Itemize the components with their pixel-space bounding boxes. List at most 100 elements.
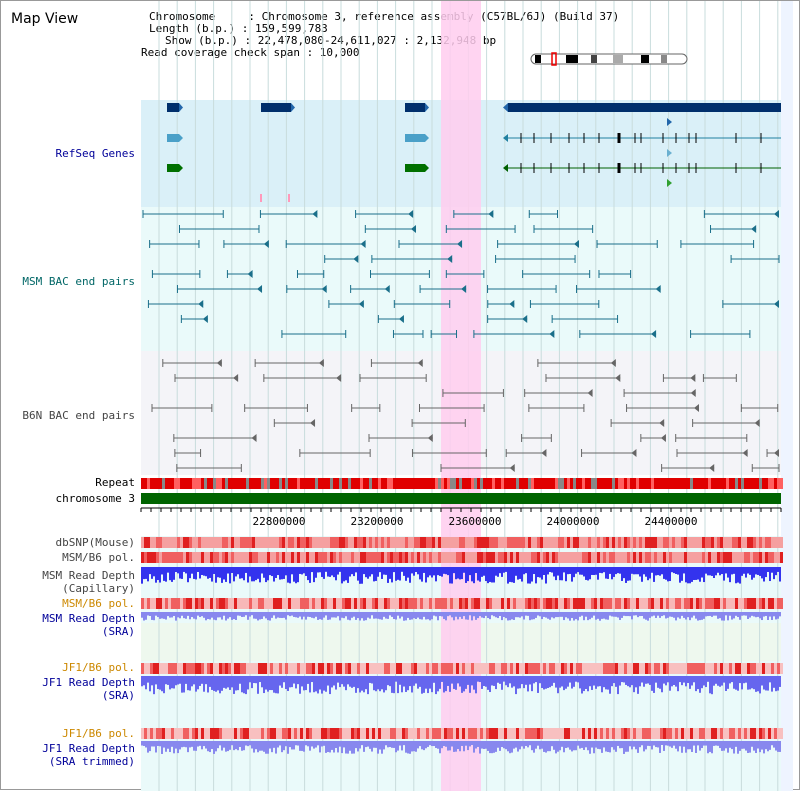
b6n-bac-pair[interactable] [418, 404, 485, 412]
msm-bac-pair[interactable] [445, 270, 485, 278]
b6n-bac-pair[interactable] [442, 389, 504, 397]
b6n-bac-pair[interactable] [162, 359, 222, 367]
msm-bac-pair[interactable] [377, 315, 404, 323]
msm-bac-pair[interactable] [522, 270, 591, 278]
msm-bac-end-pairs[interactable] [142, 210, 780, 338]
b6n-bac-pair[interactable] [662, 374, 696, 382]
b6n-bac-pair[interactable] [368, 434, 433, 442]
b6n-bac-pair[interactable] [740, 404, 779, 412]
msm-bac-pair[interactable] [328, 300, 364, 308]
b6n-bac-pair[interactable] [545, 374, 621, 382]
msm-bac-pair[interactable] [398, 240, 463, 248]
b6n-bac-pair[interactable] [174, 449, 202, 457]
msm-bac-pair[interactable] [371, 255, 453, 263]
b6n-bac-pair[interactable] [623, 389, 696, 397]
b6n-bac-pair[interactable] [299, 449, 371, 457]
msm-bac-pair[interactable] [350, 285, 390, 293]
b6n-bac-pair[interactable] [254, 359, 324, 367]
b6n-bac-pair[interactable] [521, 434, 552, 442]
b6n-bac-pair[interactable] [640, 434, 666, 442]
msm-bac-pair[interactable] [576, 285, 661, 293]
highlight-region[interactable] [441, 1, 481, 791]
msm-bac-pair[interactable] [393, 300, 451, 308]
refseq-genes[interactable] [167, 103, 781, 202]
msm-bac-pair[interactable] [285, 240, 366, 248]
msm-bac-pair[interactable] [473, 330, 555, 338]
msm-bac-pair[interactable] [286, 285, 327, 293]
msm-bac-pair[interactable] [226, 270, 253, 278]
msm-bac-pair[interactable] [369, 270, 430, 278]
msm-bac-pair[interactable] [453, 210, 494, 218]
msm-bac-pair[interactable] [296, 270, 325, 278]
msm-bac-pair[interactable] [690, 330, 751, 338]
label-refseq[interactable]: RefSeq Genes [56, 147, 135, 160]
msm-bac-pair[interactable] [419, 285, 467, 293]
msm-bac-pair[interactable] [445, 225, 516, 233]
b6n-bac-pair[interactable] [610, 419, 665, 427]
b6n-bac-pair[interactable] [273, 419, 316, 427]
msm-bac-pair[interactable] [324, 255, 359, 263]
label-b6n-bac[interactable]: B6N BAC end pairs [22, 409, 135, 422]
b6n-bac-pair[interactable] [528, 404, 585, 412]
b6n-bac-pair[interactable] [692, 419, 760, 427]
b6n-bac-pair[interactable] [359, 374, 427, 382]
msm-bac-pair[interactable] [149, 240, 200, 248]
b6n-bac-pair[interactable] [370, 359, 423, 367]
msm-bac-pair[interactable] [497, 240, 579, 248]
msm-bac-pair[interactable] [487, 285, 557, 293]
msm-bac-pair[interactable] [487, 315, 528, 323]
msm-bac-pair[interactable] [730, 255, 780, 263]
msm-bac-pair[interactable] [151, 270, 201, 278]
msm-bac-pair[interactable] [529, 300, 600, 308]
b6n-bac-pair[interactable] [411, 419, 466, 427]
msm-bac-pair[interactable] [180, 315, 208, 323]
b6n-bac-pair[interactable] [676, 449, 748, 457]
msm-bac-pair[interactable] [259, 210, 318, 218]
msm-bac-pair[interactable] [533, 225, 594, 233]
b6n-bac-pair[interactable] [702, 374, 737, 382]
b6n-bac-pair[interactable] [675, 434, 748, 442]
msm-bac-pair[interactable] [596, 240, 658, 248]
b6n-bac-pair[interactable] [661, 464, 715, 472]
msm-bac-pair[interactable] [355, 210, 414, 218]
chromosome-ideogram[interactable] [530, 52, 688, 66]
label-msm-bac[interactable]: MSM BAC end pairs [22, 275, 135, 288]
msm-bac-pair[interactable] [147, 300, 204, 308]
b6n-bac-pair[interactable] [524, 389, 593, 397]
b6n-bac-pair[interactable] [411, 449, 487, 457]
b6n-bac-pair[interactable] [505, 449, 547, 457]
b6n-bac-pair[interactable] [176, 464, 242, 472]
b6n-bac-pair[interactable] [440, 464, 515, 472]
msm-bac-pair[interactable] [680, 240, 755, 248]
b6n-bac-pair[interactable] [626, 404, 699, 412]
b6n-bac-pair[interactable] [151, 404, 213, 412]
msm-bac-pair[interactable] [722, 300, 779, 308]
msm-bac-pair[interactable] [528, 210, 559, 218]
msm-bac-pair[interactable] [176, 285, 263, 293]
msm-bac-pair[interactable] [392, 330, 424, 338]
b6n-bac-pair[interactable] [263, 374, 342, 382]
msm-bac-pair[interactable] [598, 270, 632, 278]
msm-bac-pair[interactable] [703, 210, 779, 218]
msm-bac-pair[interactable] [281, 330, 347, 338]
b6n-bac-pair[interactable] [581, 449, 637, 457]
b6n-bac-pair[interactable] [173, 434, 257, 442]
msm-bac-pair[interactable] [487, 300, 515, 308]
b6n-bac-pair[interactable] [244, 404, 308, 412]
b6n-bac-pair[interactable] [351, 404, 381, 412]
msm-bac-pair[interactable] [710, 225, 757, 233]
msm-bac-pair[interactable] [223, 240, 269, 248]
msm-bac-pair[interactable] [178, 225, 260, 233]
msm-bac-pair[interactable] [495, 255, 576, 263]
b6n-bac-end-pairs[interactable] [151, 359, 780, 472]
b6n-bac-pair[interactable] [751, 464, 780, 472]
msm-bac-pair[interactable] [364, 225, 417, 233]
msm-bac-pair[interactable] [430, 330, 458, 338]
msm-bac-pair[interactable] [551, 315, 619, 323]
b6n-bac-pair[interactable] [174, 374, 239, 382]
msm-bac-pair[interactable] [142, 210, 224, 218]
b6n-bac-pair[interactable] [537, 359, 616, 367]
b6n-bac-pair[interactable] [766, 449, 779, 457]
msm-bac-pair[interactable] [579, 330, 657, 338]
